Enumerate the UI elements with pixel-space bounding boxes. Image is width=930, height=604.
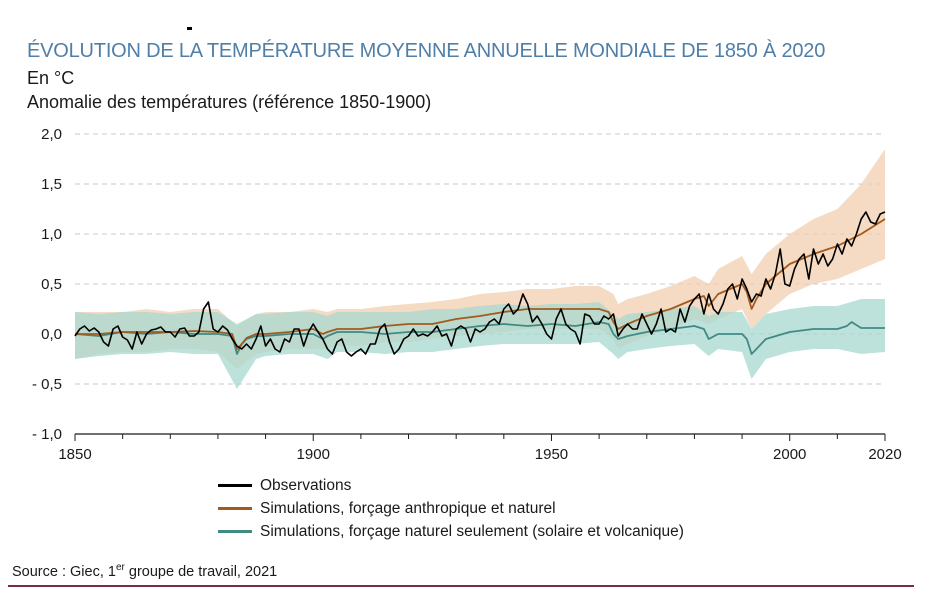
source-sup: er [115,562,125,573]
y-tick-label-0: 2,0 [41,126,62,143]
x-tick-label-3: 2000 [773,446,806,463]
y-tick-label-5: - 0,5 [32,376,62,393]
y-tick-label-4: 0,0 [41,326,62,343]
legend: Observations Simulations, forçage anthro… [218,474,684,543]
series-line-anthro [75,218,886,350]
legend-label-observations: Observations [260,476,352,494]
y-tick-label-6: - 1,0 [32,426,62,443]
chart-title: ÉVOLUTION DE LA TEMPÉRATURE MOYENNE ANNU… [27,40,826,62]
chart-plot: 2,0 1,5 1,0 0,5 0,0 - 0,5 - 1,0 1850 1900 1950 200… [32,126,902,463]
y-tick-label-2: 1,0 [41,226,62,243]
y-tick-label-3: 0,5 [41,276,62,293]
top-mark [187,27,192,30]
series-line-natural [74,321,885,355]
x-tick-label-4: 2020 [868,446,901,463]
unit-label: En °C [27,68,75,88]
source-note: Source : Giec, 1er groupe de travail, 20… [12,562,277,580]
legend-swatch-anthro [218,507,252,510]
series-line-observations [74,211,886,357]
legend-item-anthro: Simulations, forçage anthropique et natu… [218,497,684,520]
x-tick-label-1: 1900 [297,446,330,463]
legend-label-natural: Simulations, forçage naturel seulement (… [260,522,684,540]
y-axis-label: Anomalie des températures (référence 185… [27,92,432,112]
footer-rule [8,585,914,587]
source-suffix: groupe de travail, 2021 [124,563,278,580]
y-tick-label-1: 1,5 [41,176,62,193]
legend-swatch-natural [218,530,252,533]
source-prefix: Source : Giec, 1 [12,563,116,580]
x-tick-label-0: 1850 [58,446,91,463]
legend-item-observations: Observations [218,474,684,497]
legend-swatch-observations [218,484,252,487]
x-tick-label-2: 1950 [535,446,568,463]
legend-item-natural: Simulations, forçage naturel seulement (… [218,520,684,543]
legend-label-anthro: Simulations, forçage anthropique et natu… [260,499,556,517]
band-natural_band [75,299,885,389]
